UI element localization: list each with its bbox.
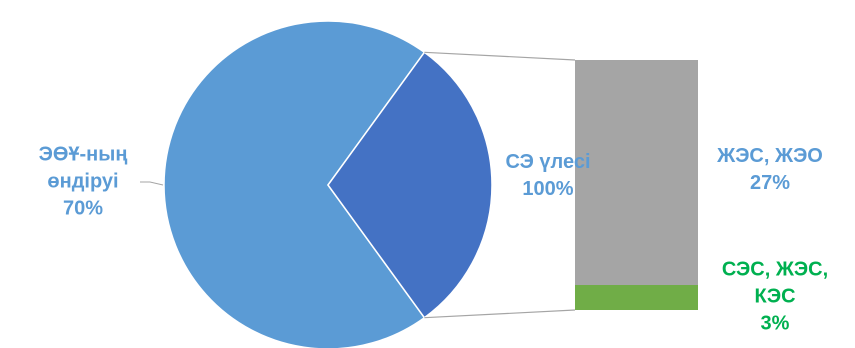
bar-label: ЖЭС, ЖЭО 27% [705, 143, 835, 197]
leader-line [140, 181, 164, 186]
pie-label: ЭӨҰ-ның өндіруі 70% [18, 142, 148, 223]
bar-label-line: ЖЭС, ЖЭО [717, 145, 823, 167]
pie-label-line: 70% [62, 197, 104, 220]
connector [424, 309, 576, 319]
other-label-line: 100% [522, 178, 574, 200]
bar-segment [575, 60, 698, 285]
pie-slice-other [327, 51, 493, 319]
connector [424, 51, 576, 61]
bar-label-line: СЭС, ЖЭС, КЭС [721, 258, 829, 308]
pie-slice [163, 20, 426, 348]
bar-label-line: 3% [760, 312, 790, 335]
other-label: СЭ үлесі 100% [493, 149, 603, 203]
bar-label: СЭС, ЖЭС, КЭС 3% [710, 257, 840, 338]
pie-label-line: ЭӨҰ-ның өндіруі [38, 143, 128, 193]
other-label-line: СЭ үлесі [505, 151, 591, 173]
bar-segment [575, 285, 698, 310]
bar-label-line: 27% [749, 172, 791, 194]
